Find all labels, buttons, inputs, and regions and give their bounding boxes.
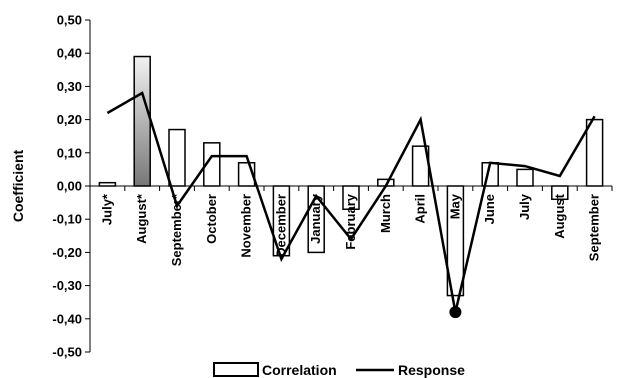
y-tick-label: -0,50 [52, 345, 82, 360]
x-category-label: Murch [378, 194, 393, 233]
response-markers [449, 306, 462, 319]
y-axis-tick-labels: 0,50 0,40 0,30 0,20 0,10 0,00 -0,10 -0,20 -0,30 -… [52, 13, 82, 360]
x-category-label: December [273, 194, 288, 257]
legend: Correlation Response [213, 362, 465, 378]
correlation-bar [446, 185, 465, 297]
correlation-bar [203, 142, 221, 187]
legend-correlation-swatch [213, 362, 259, 377]
correlation-bar [342, 185, 360, 210]
legend-response-label: Response [398, 362, 465, 378]
x-category-label: July [517, 193, 532, 220]
y-tick-label: 0,10 [57, 145, 82, 160]
correlation-bar [516, 168, 534, 187]
y-tick-label: -0,30 [52, 278, 82, 293]
x-category-label: June [482, 194, 497, 224]
x-category-label: January [308, 193, 323, 244]
response-marker [449, 306, 462, 319]
x-category-label: April [413, 194, 428, 224]
x-category-label: February [343, 193, 358, 249]
y-tick-label: -0,40 [52, 311, 82, 326]
x-category-label: September* [169, 193, 184, 266]
x-category-label: August* [134, 193, 149, 244]
y-tick-label: 0,40 [57, 46, 82, 61]
y-tick-label: 0,30 [57, 79, 82, 94]
correlation-bar [168, 128, 186, 187]
y-tick-label: -0,10 [52, 212, 82, 227]
correlation-bar [133, 55, 151, 187]
plot-area: July* August* September* October November Dec… [85, 19, 613, 353]
x-category-label: July* [99, 193, 114, 225]
y-axis-ticks [85, 19, 613, 353]
correlation-bar [98, 181, 117, 187]
x-axis-category-labels: July* August* September* October November Dec… [99, 193, 601, 266]
legend-correlation-label: Correlation [262, 362, 337, 378]
y-tick-label: 0,20 [57, 112, 82, 127]
y-axis-title: Coefficient [10, 149, 26, 222]
correlation-bar [551, 185, 569, 201]
correlation-bars [98, 55, 604, 297]
x-category-label: October [204, 194, 219, 244]
y-tick-label: -0,20 [52, 245, 82, 260]
x-category-label: August [552, 193, 567, 238]
response-line [106, 91, 596, 313]
y-tick-label: 0,50 [57, 13, 82, 28]
x-category-label: September [587, 194, 602, 261]
x-category-label: November [239, 194, 254, 258]
x-category-label: May [447, 193, 462, 219]
correlation-bar [585, 118, 604, 187]
y-tick-label: 0,00 [57, 179, 82, 194]
